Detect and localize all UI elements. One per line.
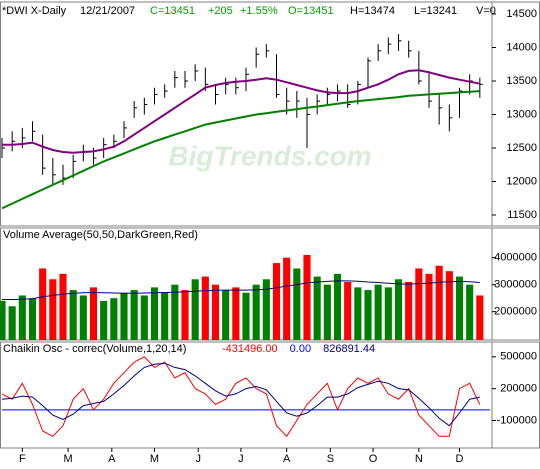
x-tick-label: N: [415, 453, 423, 465]
panel-title: Volume Average(50,50,DarkGreen,Red): [3, 229, 198, 241]
header: *DWI X-Daily 12/21/2007 C=13451 +205 +1.…: [2, 5, 496, 17]
volume-bar: [28, 298, 37, 340]
volume-bar: [384, 287, 392, 340]
volume-bar: [272, 263, 281, 340]
volume-bar: [150, 287, 159, 340]
x-tick-label: O: [369, 453, 378, 465]
panel-title: Chaikin Osc - correc(Volume,1,20,14): [3, 343, 186, 355]
y-tick-label: 2000000: [494, 306, 537, 318]
change: +205: [208, 5, 233, 17]
volume-bar: [466, 284, 474, 340]
series-line: [2, 69, 480, 154]
y-tick-label: 3000000: [494, 279, 537, 291]
pct: +1.55%: [240, 5, 278, 17]
y-tick-label: 14500: [506, 8, 537, 20]
volume-bar: [49, 279, 57, 340]
x-tick-label: J: [238, 453, 244, 465]
volume-bar: [405, 281, 413, 340]
volume-bar: [8, 306, 16, 340]
volume-bar: [191, 279, 199, 340]
volume-bar: [435, 265, 443, 340]
x-tick-label: A: [108, 453, 116, 465]
volume-bar: [211, 284, 220, 340]
x-tick-label: M: [63, 453, 72, 465]
date: 12/21/2007: [80, 5, 135, 17]
x-tick-label: J: [195, 453, 201, 465]
readout: 0.00: [290, 343, 311, 355]
volume-bar: [323, 284, 331, 340]
readout: -431496.00: [222, 343, 278, 355]
y-tick-label: 4000000: [494, 252, 537, 264]
volume-bar: [283, 257, 291, 340]
x-tick-label: F: [19, 453, 26, 465]
x-tick-label: S: [327, 453, 334, 465]
series-line: [2, 280, 480, 300]
close: C=13451: [150, 5, 195, 17]
series-line: [1, 362, 480, 427]
watermark: BigTrends.com: [168, 140, 371, 171]
volume-bar: [445, 271, 453, 340]
y-tick-label: 12000: [506, 175, 537, 187]
volume-bar: [89, 287, 98, 340]
volume-bar: [242, 292, 250, 340]
low: L=13241: [414, 5, 457, 17]
volume-bar: [313, 276, 321, 340]
volume-bar: [59, 273, 67, 340]
volume-bar: [161, 292, 169, 340]
volume-bar: [140, 295, 148, 340]
y-tick-label: -100000: [497, 414, 537, 426]
volume-bar: [333, 273, 342, 340]
volume-bar: [476, 295, 484, 340]
volume-bar: [252, 284, 260, 340]
volume-bar: [181, 290, 189, 340]
y-tick-label: 12500: [506, 142, 537, 154]
y-tick-label: 500000: [500, 351, 537, 363]
high: H=13474: [350, 5, 395, 17]
volume-bar: [79, 295, 87, 340]
volume-bar: [374, 284, 382, 340]
volume-bar: [455, 276, 464, 340]
volume-bar: [39, 268, 47, 340]
y-tick-label: 200000: [500, 383, 537, 395]
symbol: *DWI X-Daily: [2, 5, 67, 17]
volume-bar: [425, 273, 433, 340]
volume-bar: [344, 281, 352, 340]
y-tick-label: 11500: [507, 209, 537, 221]
volume-bar: [293, 268, 301, 340]
volume-bar: [69, 290, 77, 340]
volume-bar: [100, 300, 108, 340]
readout: 826891.44: [323, 343, 375, 355]
volume-bar: [130, 290, 138, 340]
volume-bar: [110, 298, 118, 340]
volume-bar: [0, 300, 6, 340]
volume-bar: [303, 254, 311, 340]
volume-bar: [18, 295, 26, 340]
volume-bar: [171, 284, 179, 340]
volume-bar: [262, 279, 270, 340]
y-tick-label: 13500: [506, 75, 537, 87]
volume-bar: [232, 287, 240, 340]
x-tick-label: M: [150, 453, 159, 465]
x-tick-label: A: [283, 453, 291, 465]
volume-bar: [120, 292, 128, 340]
y-tick-label: 13000: [506, 108, 537, 120]
volume-bar: [364, 290, 372, 340]
x-tick-label: D: [456, 453, 464, 465]
series-line: [1, 356, 481, 438]
volume-bar: [354, 287, 362, 340]
open: O=13451: [288, 5, 334, 17]
volume-bar: [415, 268, 423, 340]
volume: V=0: [476, 5, 496, 17]
volume-bar: [201, 276, 209, 340]
volume-bar: [222, 290, 230, 340]
series-line: [1, 90, 480, 210]
y-tick-label: 14000: [506, 41, 537, 53]
volume-bar: [394, 279, 403, 340]
